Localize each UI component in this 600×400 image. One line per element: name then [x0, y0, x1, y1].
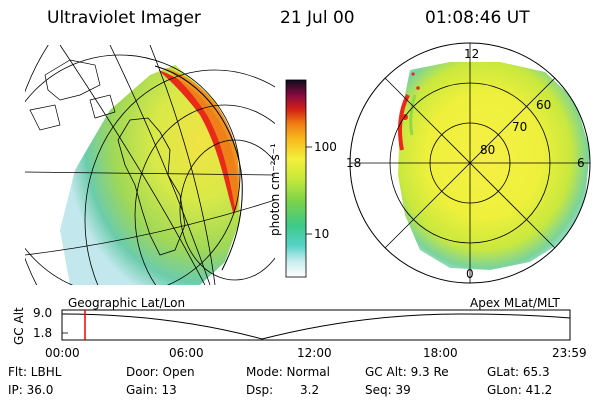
coastline	[117, 117, 186, 256]
info-seq: Seq: 39	[365, 383, 411, 397]
mlt-label-6: 6	[577, 156, 585, 170]
date-label: 21 Jul 00	[280, 8, 355, 28]
info-glat: GLat: 65.3	[487, 365, 550, 379]
info-dsp-value: 3.2	[300, 383, 320, 397]
xtick-1200: 12:00	[297, 346, 332, 360]
xtick-1800: 18:00	[423, 346, 458, 360]
polar-plot	[349, 42, 591, 284]
geographic-map	[25, 45, 275, 285]
altitude-ytick-high: 9.0	[33, 306, 53, 320]
info-filter: Flt: LBHL	[8, 365, 62, 379]
info-door: Door: Open	[126, 365, 195, 379]
info-mode: Mode: Normal	[246, 365, 330, 379]
mlt-label-18: 18	[346, 156, 362, 170]
xtick-2359: 23:59	[552, 346, 587, 360]
xtick-0600: 06:00	[169, 346, 204, 360]
altitude-ytick-low: 1.8	[33, 326, 53, 340]
lat-label-80: 80	[480, 143, 496, 157]
colorbar	[285, 79, 307, 278]
altitude-plot	[61, 309, 571, 341]
colorbar-label: photon cm⁻²s⁻¹	[268, 143, 282, 236]
instrument-title: Ultraviolet Imager	[47, 8, 201, 28]
mlt-label-12: 12	[464, 47, 480, 61]
info-glon: GLon: 41.2	[487, 383, 553, 397]
altitude-ylabel: GC Alt	[12, 307, 26, 345]
altitude-curve	[61, 313, 571, 340]
aurora-oval-left	[60, 65, 240, 285]
info-gc-alt: GC Alt: 9.3 Re	[365, 365, 449, 379]
time-label: 01:08:46 UT	[425, 8, 530, 28]
colorbar-tick-100: 100	[314, 140, 337, 154]
xtick-0000: 00:00	[45, 346, 80, 360]
info-ip: IP: 36.0	[8, 383, 54, 397]
aurora-polar	[398, 62, 590, 270]
mlt-label-0: 0	[466, 267, 474, 281]
caption-geographic: Geographic Lat/Lon	[68, 296, 186, 310]
caption-apex: Apex MLat/MLT	[470, 296, 560, 310]
lat-label-70: 70	[512, 120, 528, 134]
info-dsp-label: Dsp:	[246, 383, 274, 397]
colorbar-tick-10: 10	[314, 227, 330, 241]
info-gain: Gain: 13	[126, 383, 177, 397]
lat-label-60: 60	[536, 98, 552, 112]
